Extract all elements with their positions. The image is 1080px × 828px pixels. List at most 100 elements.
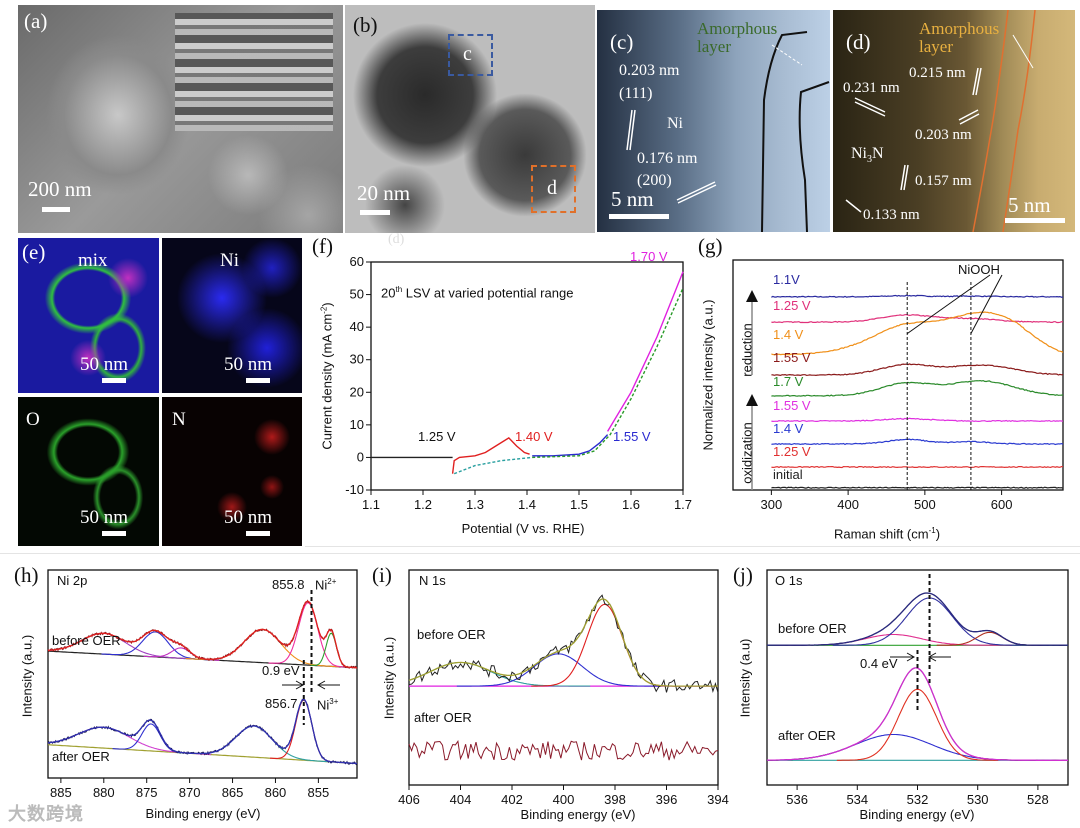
scale-bar [246,531,270,536]
x-tick-label: 880 [93,785,115,800]
region-box-d: d [531,165,576,213]
series-label: 1.7 V [773,374,804,389]
y-axis-title-j: Intensity (a.u) [737,638,753,718]
x-tick-label: 1.1 [362,497,380,512]
x-tick-label: 600 [991,497,1013,512]
fit-component [531,603,679,687]
raman-trace [771,313,1064,324]
watermark: 大数跨境 [8,804,84,824]
x-tick-label: 536 [786,792,808,807]
x-tick-label: 396 [656,792,678,807]
element-label: O [26,409,40,430]
scale-bar [102,531,126,536]
shift-arrow-icon [316,680,340,690]
x-tick-label: 885 [50,785,72,800]
fit-envelope [48,600,358,669]
annotation-1.25V: 1.25 V [418,429,456,444]
x-tick-label: 865 [222,785,244,800]
label-text: Ni [851,145,867,162]
divider [0,553,1080,554]
panel-label-c: (c) [610,30,634,54]
series-line [532,434,609,457]
y-tick-label: 40 [350,319,364,334]
scale-bar-label: 200 nm [28,177,92,201]
eds-map-mix: (e) mix 50 nm [18,238,159,393]
raw-spectrum [408,594,719,693]
shift-arrow-icon [927,652,951,662]
plot-frame-i [408,569,719,786]
x-tick-label: 394 [707,792,729,807]
arrow-label-oxidization: oxidization [739,422,755,484]
x-tick-label: 530 [967,792,989,807]
tem-image-b: (b) c d 20 nm [345,5,595,233]
series-label: 1.1V [773,272,800,287]
x-tick-label: 404 [450,792,472,807]
x-axis-title-g: Raman shift (cm-1) [834,526,940,541]
x-tick-label: 1.7 [674,497,692,512]
title-sup: -2 [319,306,329,314]
y-tick-label: 30 [350,352,364,367]
fit-envelope [766,667,1068,761]
d-spacing-label: 0.176 nm [637,150,698,167]
panel-label-a: (a) [24,9,48,33]
chart-title-j: O 1s [775,573,803,588]
eds-map-o: O 50 nm [18,397,159,546]
fit-envelope [408,598,718,687]
sem-inset [175,13,333,131]
raman-trace [771,363,1064,377]
fit-component [268,602,348,668]
fit-component [112,723,189,754]
shift-arrow-icon [282,680,305,690]
region-box-c: c [448,34,493,76]
peak-position-after: 856.7 [265,696,298,711]
shift-label: 0.4 eV [860,656,898,671]
d-spacing-label: 0.203 nm [915,127,972,143]
series-label: 1.55 V [773,350,811,365]
divider [305,546,695,547]
scale-bar [246,378,270,383]
scale-bar-label: 5 nm [611,187,654,211]
x-tick-label: 855 [308,785,330,800]
spectrum-label-after: after OER [52,749,110,764]
panel-label-h: (h) [14,563,39,587]
spectrum-label-after: after OER [778,728,836,743]
raman-trace [771,438,1064,446]
amorphous-layer-label: Amorphous layer [919,20,999,56]
series-label: 1.4 V [773,327,804,342]
title-text: ) [935,526,941,542]
d-spacing-label: 0.157 nm [915,173,972,189]
x-axis-title-i: Binding energy (eV) [520,807,636,822]
hrtem-image-c: (c) Amorphous layer 0.203 nm (111) Ni 0.1… [597,10,830,232]
eds-map-n: N 50 nm [162,397,302,546]
label-text: layer [697,37,731,56]
title-text: LSV at varied potential range [402,285,574,301]
label-sup: 3+ [329,697,339,706]
title-text: Raman shift (cm [833,526,929,542]
ghost-label: (d) [388,232,405,247]
scale-bar-label: 5 nm [1008,193,1051,217]
label-text: layer [919,37,953,56]
raman-trace [771,486,1064,489]
x-tick-label: 1.4 [518,497,536,512]
fit-component [836,688,999,761]
title-sup: -1 [928,526,936,535]
y-axis-title-h: Intensity (a.u.) [19,634,35,718]
d-spacing-label: 0.203 nm [619,62,680,79]
miller-index-label: (200) [637,172,672,189]
series-line [606,271,684,432]
ion-label-ni2: Ni2+ [315,577,336,592]
x-tick-label: 860 [265,785,287,800]
x-tick-label: 400 [553,792,575,807]
amorphous-boundary [626,31,830,232]
element-label: Ni [220,250,239,271]
raman-trace [771,311,1064,356]
raman-trace [771,379,1064,397]
hrtem-image-d: (d) Amorphous layer 0.215 nm 0.231 nm 0.2… [833,10,1075,232]
y-axis-title-f: Current density (mA cm-2) [319,302,334,449]
label-text: Amorphous [697,19,778,38]
shift-arrow-icon [890,652,916,662]
x-tick-label: 1.5 [570,497,588,512]
d-spacing-label: 0.231 nm [843,80,900,96]
label-text: Ni [315,577,328,593]
label-text: 3 [867,154,872,166]
